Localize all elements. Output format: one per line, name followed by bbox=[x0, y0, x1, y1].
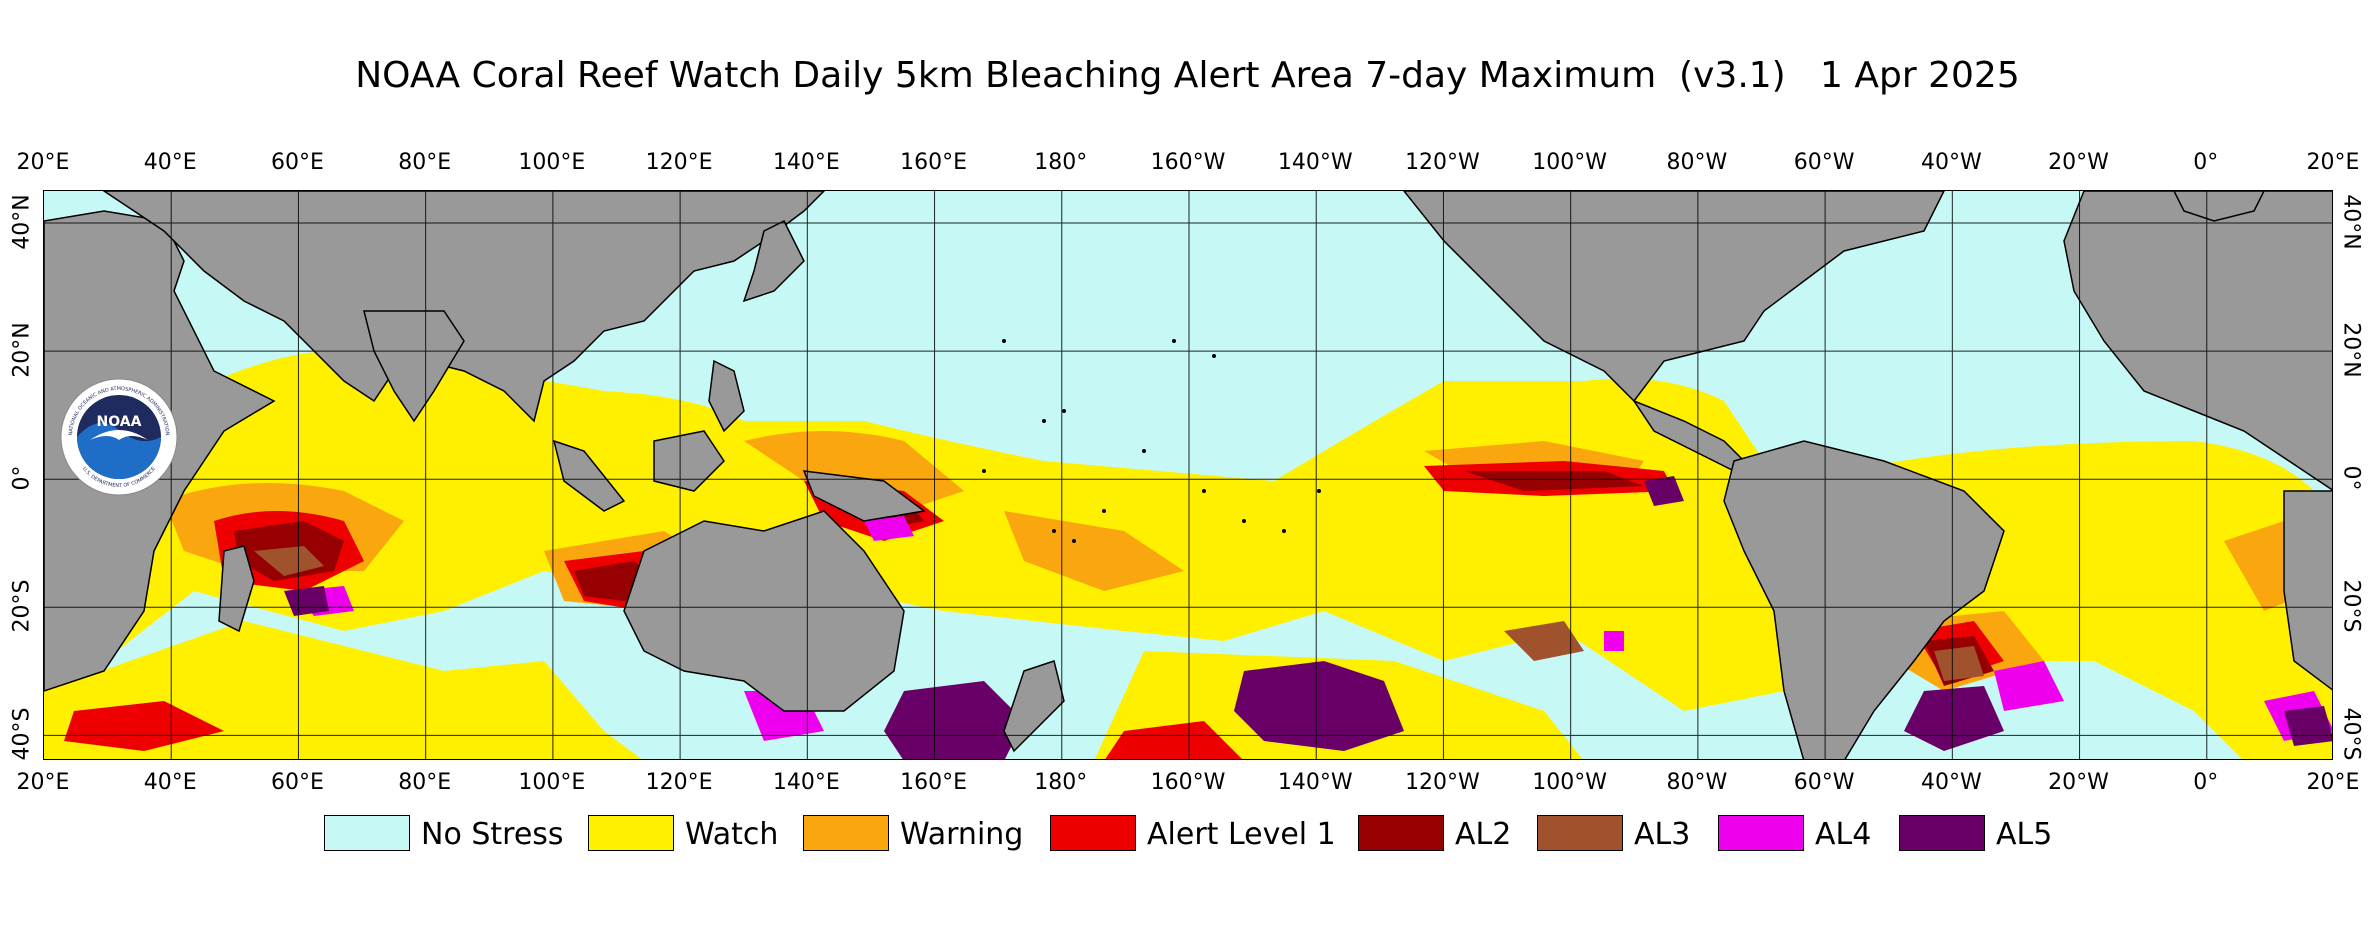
lon-tick-label: 80°E bbox=[398, 770, 452, 795]
map-title: NOAA Coral Reef Watch Daily 5km Bleachin… bbox=[355, 55, 2020, 96]
lon-tick-label: 60°W bbox=[1793, 150, 1855, 175]
borneo-landmass bbox=[653, 430, 725, 492]
lon-tick-label: 100°E bbox=[518, 770, 586, 795]
lon-tick-label: 20°E bbox=[2306, 150, 2360, 175]
lon-tick-label: 120°E bbox=[645, 770, 713, 795]
lon-tick-label: 0° bbox=[2193, 770, 2219, 795]
legend-swatch bbox=[324, 815, 410, 851]
lat-tick-label: 0° bbox=[9, 465, 35, 491]
land-masses bbox=[44, 191, 2332, 759]
lon-tick-label: 140°W bbox=[1277, 770, 1353, 795]
legend-swatch bbox=[1050, 815, 1136, 851]
lon-tick-label: 140°E bbox=[772, 150, 840, 175]
lon-tick-label: 140°E bbox=[772, 770, 840, 795]
south-america-landmass bbox=[1723, 440, 2005, 759]
legend-label: AL4 bbox=[1815, 817, 1872, 852]
legend-label: AL2 bbox=[1455, 817, 1512, 852]
legend-label: AL5 bbox=[1996, 817, 2053, 852]
lon-tick-label: 20°E bbox=[16, 770, 70, 795]
legend-swatch bbox=[1718, 815, 1804, 851]
lat-tick-label: 20°N bbox=[2338, 322, 2364, 378]
lon-tick-label: 40°W bbox=[1920, 770, 1982, 795]
lon-tick-label: 120°E bbox=[645, 150, 713, 175]
lon-tick-label: 80°W bbox=[1666, 150, 1728, 175]
europe-landmass bbox=[2173, 191, 2265, 222]
japan-landmass bbox=[742, 219, 805, 303]
lat-tick-label: 20°S bbox=[2338, 579, 2364, 633]
india-landmass bbox=[363, 310, 465, 423]
alert-level-5-areas bbox=[284, 476, 2332, 759]
lon-tick-label: 80°W bbox=[1666, 770, 1728, 795]
lat-tick-label: 40°S bbox=[9, 707, 35, 761]
lat-tick-label: 40°S bbox=[2338, 707, 2364, 761]
alert-level-3-areas bbox=[254, 546, 1984, 681]
lon-tick-label: 40°E bbox=[143, 150, 197, 175]
lon-tick-label: 40°W bbox=[1920, 150, 1982, 175]
sumatra-landmass bbox=[552, 439, 626, 512]
bleaching-alert-map bbox=[44, 191, 2332, 759]
lon-tick-label: 80°E bbox=[398, 150, 452, 175]
noaa-logo: NOAA NATIONAL OCEANIC AND ATMOSPHERIC AD… bbox=[60, 378, 178, 496]
legend-label: AL3 bbox=[1634, 817, 1691, 852]
legend-label: Alert Level 1 bbox=[1147, 817, 1336, 852]
lat-tick-label: 0° bbox=[2338, 465, 2364, 491]
legend-swatch bbox=[803, 815, 889, 851]
lon-tick-label: 160°W bbox=[1150, 150, 1226, 175]
lon-tick-label: 100°E bbox=[518, 150, 586, 175]
legend: No Stress Watch Warning Alert Level 1 AL2 AL3… bbox=[0, 815, 2375, 855]
legend-swatch bbox=[1537, 815, 1623, 851]
lat-tick-label: 20°N bbox=[9, 322, 35, 378]
legend-swatch bbox=[588, 815, 674, 851]
africa-west-landmass bbox=[2063, 191, 2332, 491]
lon-tick-label: 40°E bbox=[143, 770, 197, 795]
lon-tick-label: 120°W bbox=[1405, 150, 1480, 175]
lon-tick-label: 60°W bbox=[1793, 770, 1855, 795]
lon-tick-label: 180° bbox=[1034, 770, 1088, 795]
lon-tick-label: 180° bbox=[1034, 150, 1088, 175]
lon-tick-label: 160°E bbox=[900, 150, 967, 175]
australia-landmass bbox=[623, 510, 905, 712]
new-zealand-landmass bbox=[1003, 660, 1065, 753]
lon-tick-label: 20°E bbox=[16, 150, 70, 175]
eurasia-landmass bbox=[102, 191, 826, 423]
noaa-logo-wordmark: NOAA bbox=[97, 414, 142, 430]
lat-tick-label: 40°N bbox=[2338, 194, 2364, 250]
lon-tick-label: 140°W bbox=[1277, 150, 1353, 175]
legend-label: No Stress bbox=[421, 817, 564, 852]
lon-tick-label: 60°E bbox=[270, 150, 324, 175]
lon-tick-label: 60°E bbox=[270, 770, 324, 795]
pacific-islands bbox=[982, 339, 1321, 543]
lon-tick-label: 20°W bbox=[2048, 770, 2109, 795]
legend-swatch bbox=[1358, 815, 1444, 851]
africa-south-landmass bbox=[2283, 490, 2332, 691]
lon-tick-label: 100°W bbox=[1532, 150, 1608, 175]
lon-tick-label: 160°W bbox=[1150, 770, 1226, 795]
lon-tick-label: 20°W bbox=[2048, 150, 2109, 175]
madagascar-landmass bbox=[218, 545, 255, 633]
legend-label: Watch bbox=[685, 817, 779, 852]
lat-tick-label: 40°N bbox=[9, 194, 35, 250]
map-graticule bbox=[44, 191, 2332, 759]
legend-label: Warning bbox=[900, 817, 1024, 852]
lon-tick-label: 160°E bbox=[900, 770, 967, 795]
map-frame bbox=[43, 190, 2333, 760]
lon-tick-label: 0° bbox=[2193, 150, 2219, 175]
lon-tick-label: 20°E bbox=[2306, 770, 2360, 795]
lon-tick-label: 100°W bbox=[1532, 770, 1608, 795]
lon-tick-label: 120°W bbox=[1405, 770, 1480, 795]
philippines-landmass bbox=[708, 359, 745, 433]
legend-swatch bbox=[1899, 815, 1985, 851]
lat-tick-label: 20°S bbox=[9, 579, 35, 633]
